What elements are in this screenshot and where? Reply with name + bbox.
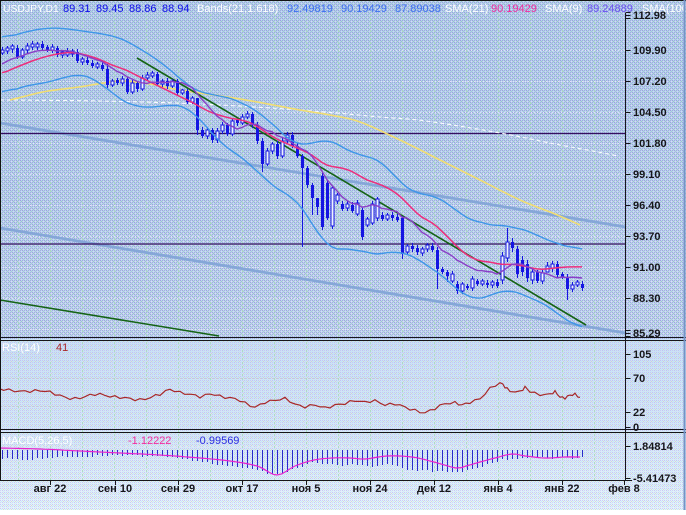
svg-text:41: 41 <box>56 342 68 354</box>
svg-text:-0.99569: -0.99569 <box>196 435 239 447</box>
svg-text:SMA(21): SMA(21) <box>445 3 488 15</box>
svg-text:88.30: 88.30 <box>633 293 661 305</box>
svg-text:89.24889: 89.24889 <box>587 3 633 15</box>
svg-text:88.94: 88.94 <box>162 3 190 15</box>
svg-text:85.29: 85.29 <box>633 328 661 340</box>
svg-text:фев 8: фев 8 <box>608 483 640 495</box>
svg-text:сен 29: сен 29 <box>161 483 195 495</box>
svg-text:0: 0 <box>633 422 639 434</box>
svg-text:22: 22 <box>633 407 645 419</box>
svg-text:ноя 5: ноя 5 <box>292 483 321 495</box>
svg-text:окт 17: окт 17 <box>226 483 259 495</box>
svg-text:сен 10: сен 10 <box>98 483 132 495</box>
svg-text:70: 70 <box>633 373 645 385</box>
svg-text:SMA(9): SMA(9) <box>545 3 582 15</box>
svg-text:91.00: 91.00 <box>633 262 661 274</box>
svg-text:88.86: 88.86 <box>129 3 157 15</box>
svg-text:RSI(14): RSI(14) <box>2 342 40 354</box>
svg-text:SMA(100: SMA(100 <box>642 3 686 15</box>
svg-text:-5.41473: -5.41473 <box>633 473 676 485</box>
svg-text:-1.12222: -1.12222 <box>128 435 171 447</box>
svg-text:USDJPY,D1: USDJPY,D1 <box>3 4 59 15</box>
svg-text:87.89038: 87.89038 <box>395 3 441 15</box>
svg-text:90.19429: 90.19429 <box>491 3 537 15</box>
svg-text:MACD(5,26,5): MACD(5,26,5) <box>2 435 72 447</box>
svg-text:101.80: 101.80 <box>633 138 667 150</box>
svg-text:авг 22: авг 22 <box>34 483 67 495</box>
svg-text:112.98: 112.98 <box>633 10 666 22</box>
svg-text:89.45: 89.45 <box>96 3 124 15</box>
svg-text:Bands(21,1.618): Bands(21,1.618) <box>197 3 278 15</box>
svg-text:107.20: 107.20 <box>633 76 667 88</box>
svg-text:92.49819: 92.49819 <box>287 3 333 15</box>
svg-text:104.50: 104.50 <box>633 107 667 119</box>
svg-text:89.31: 89.31 <box>63 3 91 15</box>
svg-text:янв 4: янв 4 <box>484 483 514 495</box>
svg-text:93.70: 93.70 <box>633 231 661 243</box>
svg-text:105: 105 <box>633 349 651 361</box>
svg-text:1.84814: 1.84814 <box>633 441 674 453</box>
svg-text:янв 22: янв 22 <box>544 483 579 495</box>
svg-text:96.40: 96.40 <box>633 200 661 212</box>
svg-text:99.10: 99.10 <box>633 169 661 181</box>
svg-text:ноя 24: ноя 24 <box>353 483 389 495</box>
svg-text:дек 12: дек 12 <box>417 483 451 495</box>
svg-text:90.19429: 90.19429 <box>341 3 387 15</box>
svg-text:109.90: 109.90 <box>633 45 667 57</box>
